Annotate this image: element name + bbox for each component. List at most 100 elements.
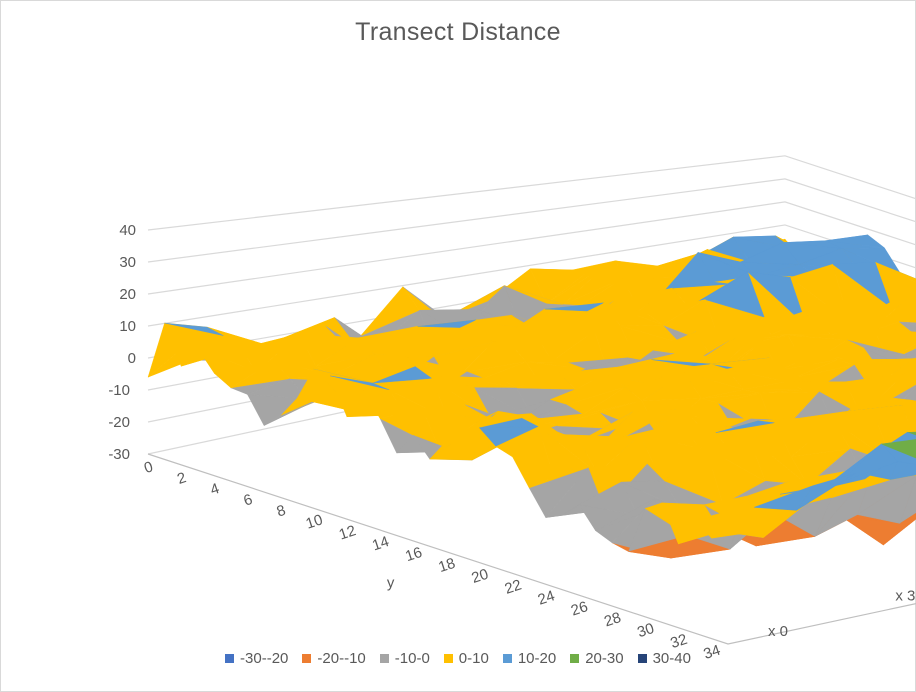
surface-facet xyxy=(778,351,839,371)
surface-facet xyxy=(164,322,224,336)
surface-facet xyxy=(697,252,758,276)
surface-facet xyxy=(247,378,307,399)
surface-facet xyxy=(694,507,754,521)
x-tick-label: 26 xyxy=(569,598,590,619)
legend-label: 10-20 xyxy=(517,650,557,667)
legend-label: -20--10 xyxy=(317,650,366,667)
surface-facet xyxy=(595,498,655,531)
surface-facet xyxy=(540,411,600,419)
surface-facet xyxy=(854,358,914,366)
surface-facet xyxy=(230,360,291,389)
x-tick-label: 34 xyxy=(701,642,722,663)
z-tick-label: -30 xyxy=(108,446,130,463)
x-tick-label: 32 xyxy=(668,631,689,652)
surface-facet xyxy=(621,480,681,509)
surface-facet xyxy=(753,485,814,511)
surface-facet xyxy=(433,319,494,358)
x-tick-label: 30 xyxy=(635,620,656,641)
depth-tick-label: x 0 xyxy=(768,623,788,640)
surface-facet xyxy=(684,368,745,390)
surface-facet xyxy=(529,467,589,489)
surface-facet xyxy=(911,400,916,402)
depth-tick-label: x 3 xyxy=(895,588,915,605)
surface-facet xyxy=(417,319,477,328)
surface-facet xyxy=(740,242,800,265)
surface-facet xyxy=(760,389,820,394)
surface-facet xyxy=(663,447,724,505)
legend-item: -30--20 xyxy=(225,650,288,667)
surface-facet xyxy=(800,409,860,419)
surface-facet xyxy=(509,342,569,364)
x-tick-label: 28 xyxy=(602,609,623,630)
x-tick-label: 2 xyxy=(175,469,188,488)
surface-facet xyxy=(701,389,761,399)
surface-facet xyxy=(832,261,893,309)
z-tick-label: 0 xyxy=(128,350,136,367)
surface-facet xyxy=(711,507,771,539)
surface-facet xyxy=(504,285,564,305)
surface-facet xyxy=(651,359,711,367)
x-tick-label: 18 xyxy=(436,555,457,576)
surface-facet xyxy=(620,324,680,344)
surface-facet xyxy=(466,342,527,372)
surface-facet xyxy=(840,516,901,546)
surface-facet xyxy=(603,302,663,326)
x-axis-title: y xyxy=(387,574,395,591)
x-tick-label: 10 xyxy=(304,511,325,532)
surface-facet xyxy=(756,264,817,277)
surface-facet xyxy=(880,439,916,459)
legend-item: -20--10 xyxy=(302,650,366,667)
surface-facet xyxy=(868,395,916,412)
surface-facet xyxy=(839,299,899,323)
legend-item: 0-10 xyxy=(443,650,489,667)
x-tick-label: 6 xyxy=(241,491,254,510)
surface-facet xyxy=(299,333,359,346)
surface-facet xyxy=(580,434,640,444)
surface-facet xyxy=(415,366,475,388)
surface-mesh xyxy=(147,234,916,559)
z-tick-label: -20 xyxy=(108,414,130,431)
surface-facet xyxy=(469,314,529,329)
floor-edge xyxy=(147,453,916,645)
surface-facet xyxy=(748,436,808,486)
legend: -30--20 -20--10 -10-0 0-10 10-20 20-30 30-40 xyxy=(0,650,916,667)
axes: 403020100-10-20-300246810121416182022242… xyxy=(108,222,915,663)
surface-facet xyxy=(588,463,648,481)
legend-swatch xyxy=(379,654,389,663)
surface-facet xyxy=(729,334,789,342)
surface-facet xyxy=(379,408,440,449)
surface-facet xyxy=(845,373,905,383)
surface-facet xyxy=(795,359,856,378)
surface-facet xyxy=(546,265,606,304)
surface-facet xyxy=(899,512,916,524)
z-tick-label: 20 xyxy=(119,286,136,303)
surface-facet xyxy=(872,327,916,336)
legend-label: 30-40 xyxy=(652,650,691,667)
surface-facet xyxy=(516,372,577,390)
surface-facet xyxy=(907,431,916,436)
surface-facet xyxy=(641,372,702,401)
z-tick-label: 40 xyxy=(119,222,136,239)
x-tick-label: 0 xyxy=(142,458,155,477)
surface-facet xyxy=(530,268,590,271)
surface-facet xyxy=(715,420,775,433)
surface-facet xyxy=(563,265,623,305)
surface-facet xyxy=(431,378,492,419)
surface-facet xyxy=(521,418,582,444)
x-tick-label: 24 xyxy=(536,587,557,608)
surface-facet xyxy=(875,261,916,283)
surface-facet xyxy=(646,299,706,314)
surface-facet xyxy=(755,536,816,547)
surface-facet xyxy=(615,260,675,272)
legend-label: 20-30 xyxy=(585,650,624,667)
legend-swatch xyxy=(570,654,580,663)
surface-facet xyxy=(743,381,803,390)
surface-facet xyxy=(372,366,433,384)
x-tick-label: 14 xyxy=(370,533,391,554)
x-tick-label: 22 xyxy=(503,576,524,597)
legend-swatch xyxy=(502,654,512,663)
surface-facet xyxy=(726,357,787,382)
surface-facet xyxy=(197,348,258,373)
x-tick-label: 20 xyxy=(469,566,490,587)
surface-facet xyxy=(566,375,626,405)
